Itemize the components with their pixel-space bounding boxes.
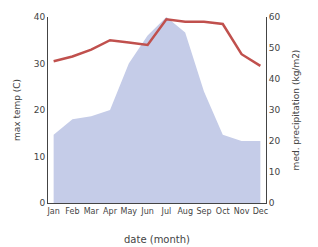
svg-text:Mar: Mar	[84, 207, 100, 216]
svg-text:Jun: Jun	[140, 207, 154, 216]
svg-text:Jan: Jan	[46, 207, 59, 216]
svg-text:date (month): date (month)	[124, 234, 190, 245]
svg-text:30: 30	[269, 105, 281, 115]
svg-text:40: 40	[269, 74, 281, 84]
svg-text:max temp (C): max temp (C)	[12, 79, 22, 141]
svg-text:60: 60	[269, 12, 281, 22]
svg-text:Jul: Jul	[161, 207, 172, 216]
svg-text:20: 20	[34, 105, 46, 115]
svg-text:Feb: Feb	[65, 207, 79, 216]
svg-text:Nov: Nov	[234, 207, 250, 216]
svg-text:med. precipitation (kg/m2): med. precipitation (kg/m2)	[291, 50, 301, 171]
svg-text:May: May	[121, 207, 138, 216]
svg-text:Apr: Apr	[103, 207, 118, 216]
svg-text:20: 20	[269, 136, 281, 146]
svg-text:10: 10	[34, 152, 46, 162]
svg-text:Dec: Dec	[253, 207, 268, 216]
svg-text:0: 0	[269, 198, 275, 208]
svg-text:10: 10	[269, 167, 281, 177]
svg-text:Sep: Sep	[196, 207, 211, 216]
svg-text:50: 50	[269, 43, 281, 53]
svg-text:Aug: Aug	[177, 207, 193, 216]
svg-text:Oct: Oct	[216, 207, 230, 216]
svg-text:40: 40	[34, 12, 46, 22]
svg-text:0: 0	[39, 198, 45, 208]
svg-text:30: 30	[34, 59, 46, 69]
